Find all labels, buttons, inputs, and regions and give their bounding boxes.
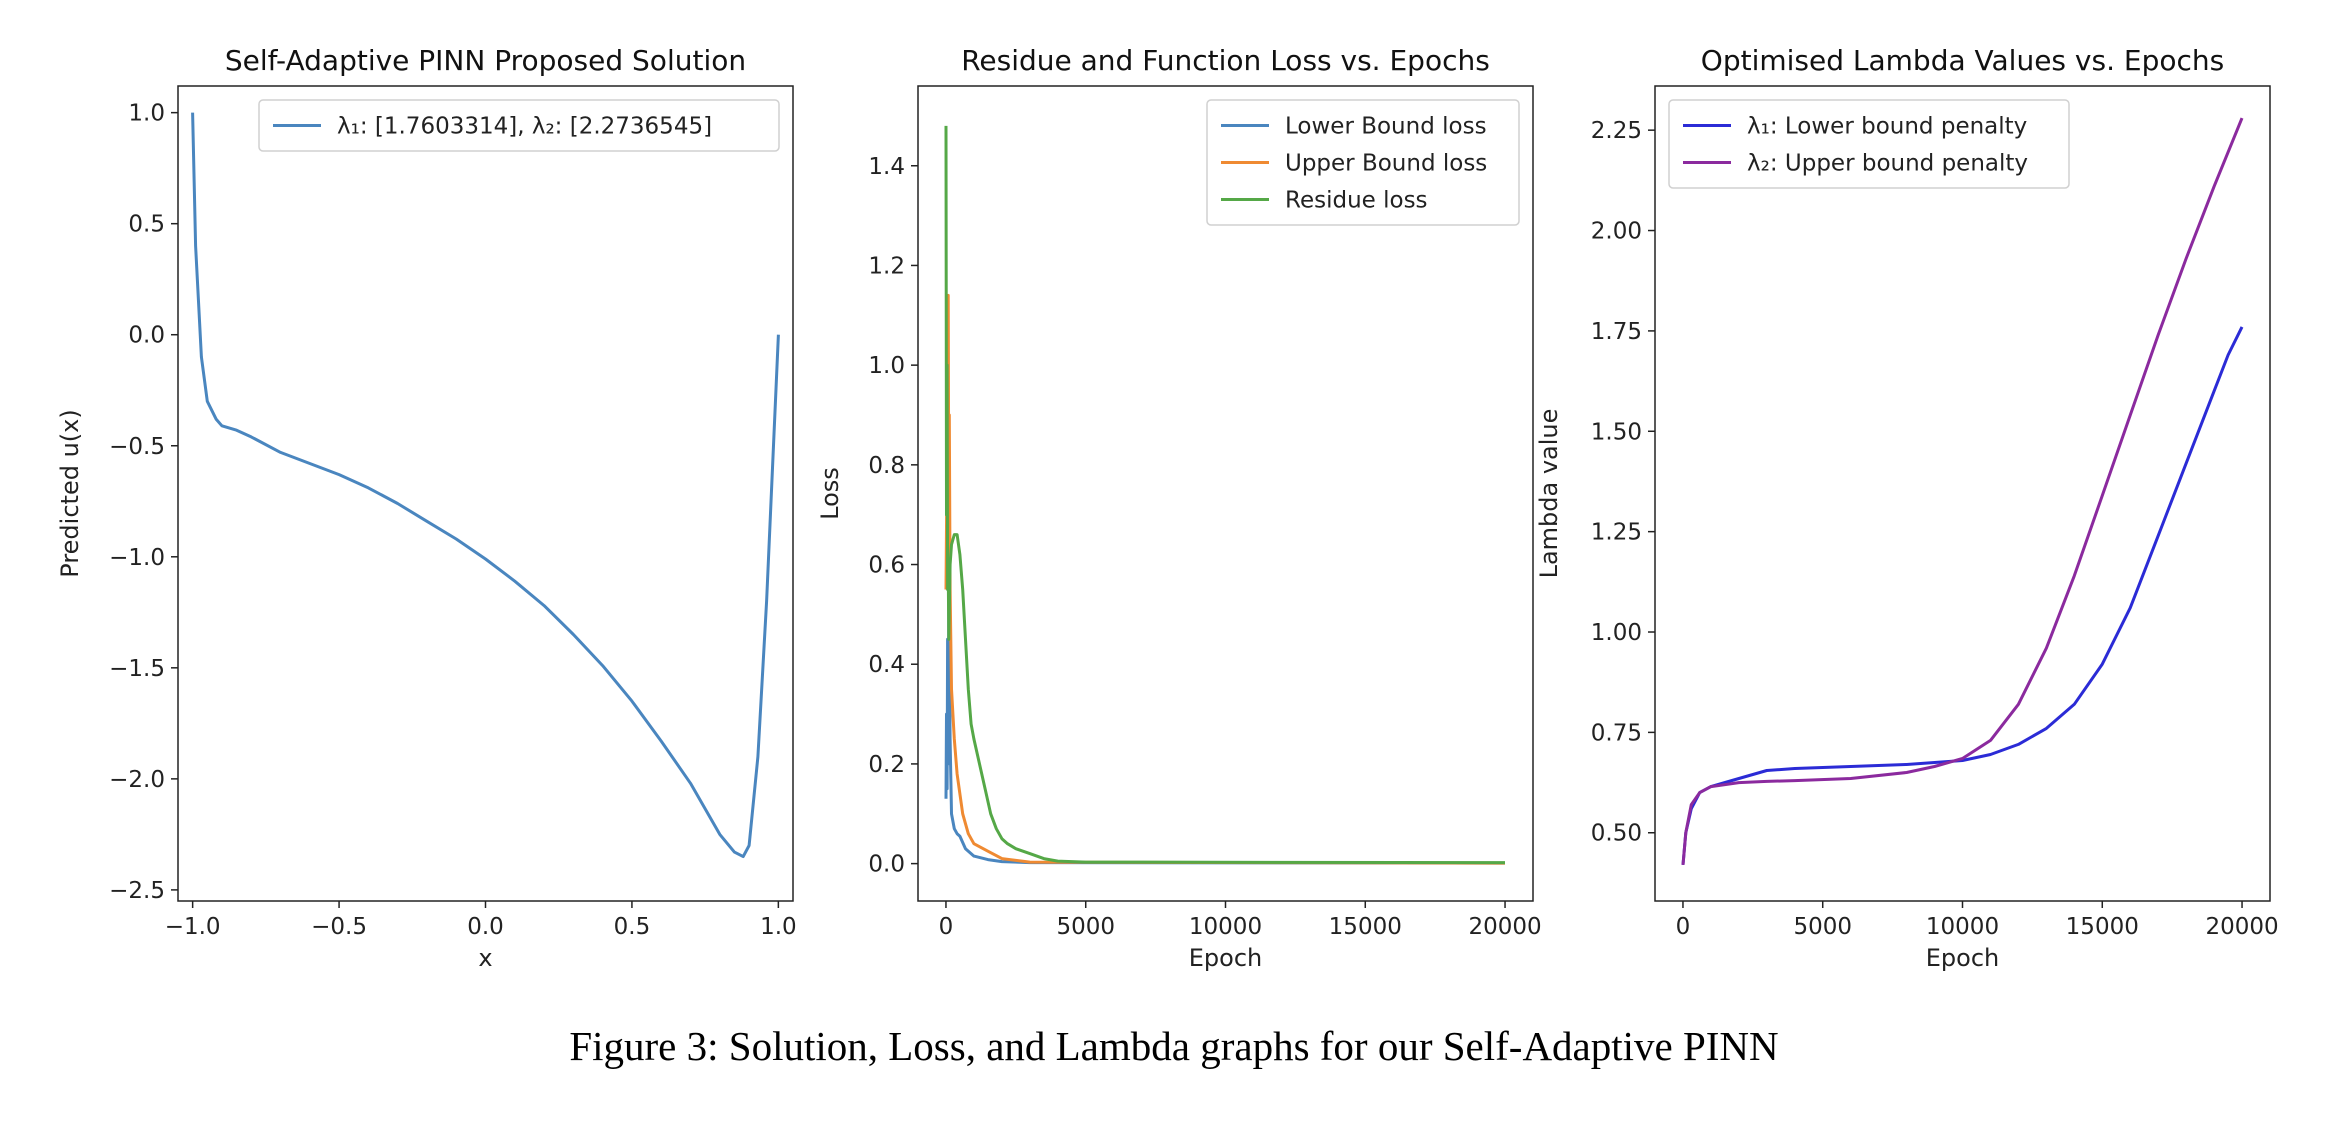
x-tick-label: 0.5: [614, 914, 651, 940]
y-tick-label: 1.0: [128, 101, 165, 127]
y-tick-label: 0.6: [868, 553, 905, 579]
x-tick-label: −1.0: [165, 914, 221, 940]
series-line-1: [191, 112, 780, 859]
plot-frame: [917, 85, 1534, 902]
legend-box: [258, 99, 780, 152]
y-tick-label: −0.5: [109, 434, 165, 460]
x-tick-label: 1.0: [760, 914, 797, 940]
chart-title: Residue and Function Loss vs. Epochs: [961, 44, 1490, 77]
y-tick-label: −1.5: [109, 656, 165, 682]
legend-label: λ₂: Upper bound penalty: [1747, 151, 2028, 177]
x-tick-label: 10000: [1926, 914, 1999, 940]
series-line-2: [1681, 117, 2244, 866]
y-tick-label: 1.75: [1591, 319, 1642, 345]
y-tick-label: 0.0: [868, 852, 905, 878]
x-axis-label: Epoch: [1926, 944, 2000, 972]
x-tick-label: 15000: [2066, 914, 2139, 940]
x-axis-label: Epoch: [1189, 944, 1263, 972]
x-tick-label: 5000: [1056, 914, 1115, 940]
series-line-3: [944, 125, 1506, 865]
x-axis-label: x: [478, 944, 492, 972]
x-tick-label: 0: [1676, 914, 1691, 940]
series-line-1: [944, 588, 1506, 865]
x-tick-label: 10000: [1189, 914, 1262, 940]
plot-frame: [177, 85, 794, 902]
y-tick-label: 0.4: [868, 652, 905, 678]
y-tick-label: 0.8: [868, 453, 905, 479]
y-tick-label: 1.0: [868, 353, 905, 379]
legend-label: Lower Bound loss: [1285, 114, 1487, 140]
y-tick-label: 1.25: [1591, 520, 1642, 546]
x-tick-label: 0.0: [467, 914, 504, 940]
x-tick-label: 20000: [2205, 914, 2278, 940]
x-tick-label: 20000: [1468, 914, 1541, 940]
x-tick-label: −0.5: [311, 914, 367, 940]
y-tick-label: 1.2: [868, 253, 905, 279]
y-axis-label: Loss: [816, 467, 844, 520]
y-tick-label: 1.50: [1591, 419, 1642, 445]
y-tick-label: 1.4: [868, 154, 905, 180]
y-tick-label: −1.0: [109, 545, 165, 571]
y-tick-label: 0.0: [128, 323, 165, 349]
legend-box: [1668, 99, 2070, 189]
y-tick-label: 0.2: [868, 752, 905, 778]
figure-caption: Figure 3: Solution, Loss, and Lambda gra…: [569, 1023, 1779, 1069]
y-tick-label: −2.0: [109, 767, 165, 793]
chart-panel-3: Optimised Lambda Values vs. Epochs 0 5000 1…: [1535, 44, 2279, 972]
legend: λ₁: Lower bound penalty λ₂: Upper bound p…: [1668, 99, 2070, 189]
y-axis-label: Lambda value: [1535, 409, 1563, 579]
legend-label: λ₁: [1.7603314], λ₂: [2.2736545]: [337, 114, 712, 140]
legend-label: Upper Bound loss: [1285, 151, 1487, 177]
chart-title: Optimised Lambda Values vs. Epochs: [1701, 44, 2224, 77]
y-tick-label: 1.00: [1591, 620, 1642, 646]
legend-label: λ₁: Lower bound penalty: [1747, 114, 2027, 140]
y-axis-label: Predicted u(x): [56, 409, 84, 577]
y-tick-label: 0.5: [128, 212, 165, 238]
chart-panel-1: Self-Adaptive PINN Proposed Solution −1.0…: [56, 44, 797, 972]
series-line-1: [1681, 326, 2244, 866]
legend-label: Residue loss: [1285, 188, 1428, 214]
chart-title: Self-Adaptive PINN Proposed Solution: [225, 44, 746, 77]
plot-frame: [1654, 85, 2271, 902]
y-tick-label: 2.25: [1591, 118, 1642, 144]
x-tick-label: 0: [939, 914, 954, 940]
legend: Lower Bound loss Upper Bound loss Residue …: [1206, 99, 1520, 226]
legend-box: [1206, 99, 1520, 226]
legend: λ₁: [1.7603314], λ₂: [2.2736545]: [258, 99, 780, 152]
y-tick-label: 2.00: [1591, 219, 1642, 245]
series-line-2: [944, 293, 1506, 865]
chart-panel-2: Residue and Function Loss vs. Epochs 0 500…: [816, 44, 1542, 972]
y-tick-label: 0.75: [1591, 720, 1642, 746]
x-tick-label: 5000: [1793, 914, 1852, 940]
y-tick-label: 0.50: [1591, 821, 1642, 847]
y-tick-label: −2.5: [109, 878, 165, 904]
x-tick-label: 15000: [1329, 914, 1402, 940]
